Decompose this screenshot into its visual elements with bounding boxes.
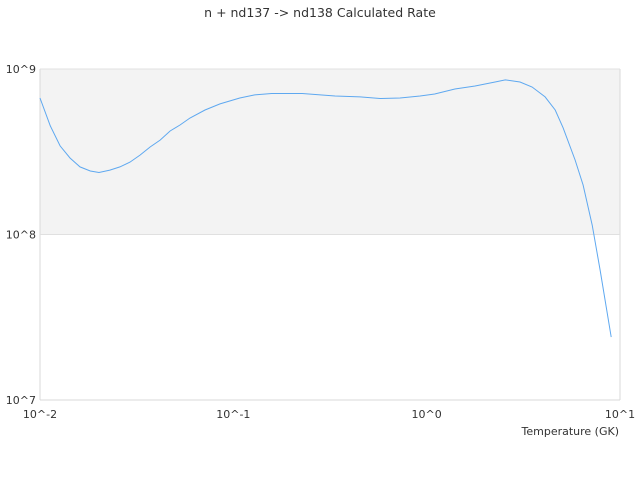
- y-tick-label: 10^9: [6, 63, 36, 76]
- x-tick-label: 10^1: [605, 408, 635, 421]
- axes: [39, 68, 621, 401]
- tick-labels: 10^-2 10^-1 10^0 10^1 10^7 10^8 10^9: [6, 63, 635, 421]
- chart-title: n + nd137 -> nd138 Calculated Rate: [204, 5, 436, 20]
- x-axis-label: Temperature (GK): [521, 425, 620, 438]
- x-tick-label: 10^-1: [216, 408, 250, 421]
- series-line: [39, 79, 612, 338]
- x-tick-label: 10^0: [412, 408, 442, 421]
- x-tick-label: 10^-2: [23, 408, 57, 421]
- y-band-1e8-1e9: [40, 69, 620, 235]
- y-tick-label: 10^7: [6, 394, 36, 407]
- y-tick-label: 10^8: [6, 229, 36, 242]
